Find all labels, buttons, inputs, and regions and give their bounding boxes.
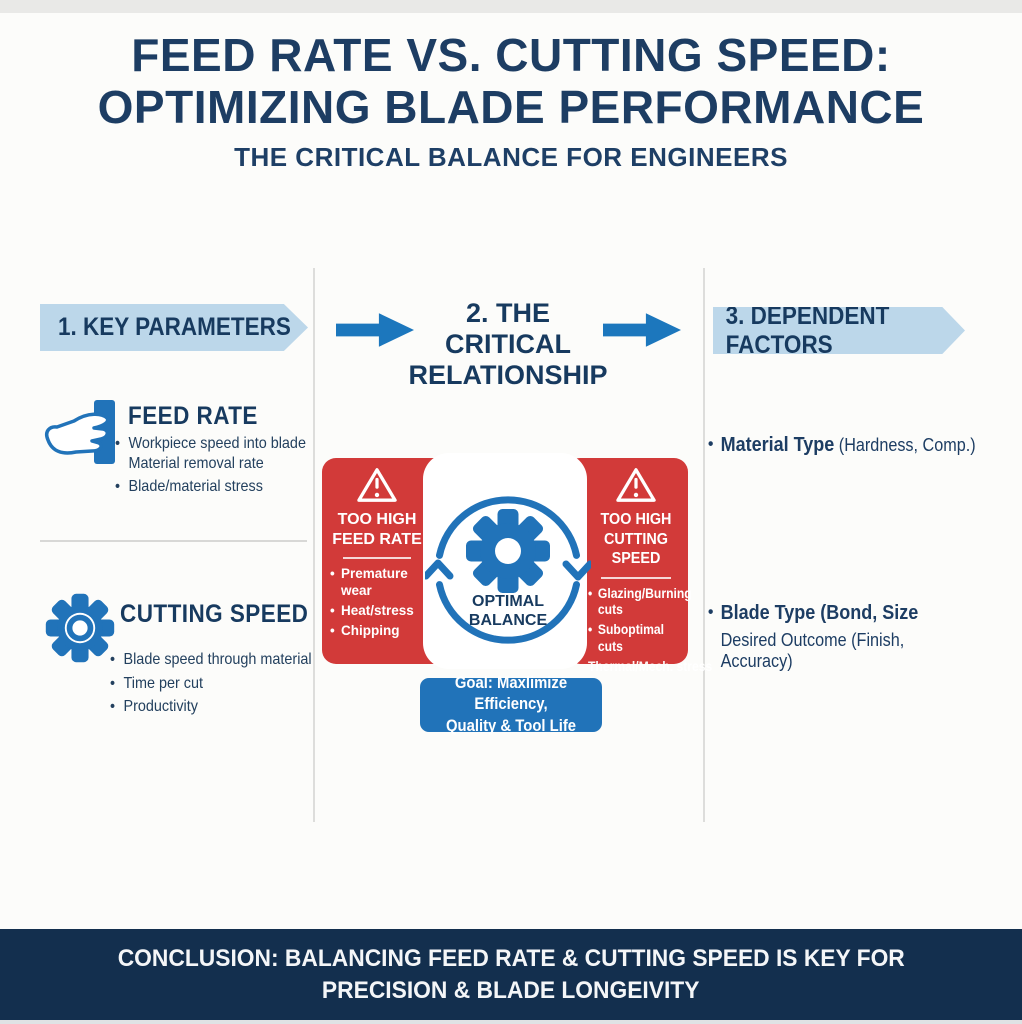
factor-title: Blade Type (Bond, Size bbox=[720, 602, 919, 624]
goal-label: Goal: Maxlimize Efficiency, Quality & To… bbox=[445, 673, 577, 735]
list-item: • Chipping bbox=[330, 622, 400, 638]
too-high-cutting-speed-heading: TOO HIGH CUTTING SPEED bbox=[600, 511, 672, 568]
feed-rate-heading: FEED RATE bbox=[128, 402, 258, 430]
list-item: • Heat/stress bbox=[330, 602, 414, 618]
page-title-line1: FEED RATE VS. CUTTING SPEED: bbox=[131, 29, 891, 81]
too-high-feed-rate-bullets: • Premature wear • Heat/stress • Chippin… bbox=[330, 566, 424, 643]
red-box-divider bbox=[601, 576, 671, 579]
optimal-balance-label: OPTIMAL BALANCE bbox=[468, 593, 548, 630]
section3-banner-label: 3. DEPENDENT FACTORS bbox=[725, 301, 890, 359]
bullet-marker: • bbox=[110, 674, 116, 692]
section1-banner-label: 1. KEY PARAMETERS bbox=[57, 313, 291, 341]
conclusion-bar: CONCLUSION: BALANCING FEED RATE & CUTTIN… bbox=[0, 929, 1022, 1020]
bullet-marker: • bbox=[588, 622, 593, 638]
right-arrow-icon bbox=[336, 313, 414, 347]
list-item: • Blade speed through material bbox=[110, 651, 312, 668]
bullet-marker: • bbox=[115, 478, 121, 496]
too-high-cutting-speed-bullets: • Glazing/Burning cuts • Suboptimal cuts… bbox=[588, 585, 713, 676]
page-title: FEED RATE VS. CUTTING SPEED: OPTIMIZING … bbox=[0, 29, 1022, 133]
section1-divider bbox=[40, 540, 307, 542]
goal-box: Goal: Maxlimize Efficiency, Quality & To… bbox=[420, 674, 602, 735]
warning-triangle-icon bbox=[357, 468, 397, 502]
column-divider-right bbox=[703, 268, 705, 822]
section3-banner: 3. DEPENDENT FACTORS bbox=[713, 307, 965, 354]
section2-banner-label: 2. THE CRITICAL RELATIONSHIP bbox=[408, 298, 608, 391]
list-item: • Suboptimal cuts bbox=[588, 622, 665, 655]
list-item: • Productivity bbox=[110, 698, 198, 716]
factor-blade-type: • Blade Type (Bond, Size Desired Outcome… bbox=[708, 602, 978, 672]
section1-banner: 1. KEY PARAMETERS bbox=[40, 304, 308, 351]
bullet-marker: • bbox=[330, 622, 335, 638]
bullet-marker: • bbox=[708, 434, 714, 453]
list-item: • Workpiece speed into blade Material re… bbox=[115, 435, 306, 472]
bullet-marker: • bbox=[330, 602, 335, 618]
too-high-feed-rate-heading: TOO HIGH FEED RATE bbox=[332, 511, 422, 548]
cutting-speed-heading: CUTTING SPEED bbox=[120, 600, 309, 628]
factor-material-type: • Material Type (Hardness, Comp.) bbox=[708, 434, 978, 457]
bullet-marker: • bbox=[708, 602, 714, 621]
list-item: • Blade/material stress bbox=[115, 478, 263, 496]
factor-title: Material Type bbox=[720, 434, 835, 456]
factor-detail: Desired Outcome (Finish, Accuracy) bbox=[720, 630, 905, 671]
conclusion-line1: CONCLUSION: BALANCING FEED RATE & CUTTIN… bbox=[117, 945, 905, 973]
bottom-border-strip bbox=[0, 1020, 1022, 1024]
circular-arrows-icon bbox=[422, 487, 594, 653]
red-box-footnote: Thermal/Mech. stress bbox=[588, 659, 713, 675]
right-arrow-icon bbox=[603, 313, 681, 347]
gear-icon bbox=[42, 590, 118, 666]
list-item: • Time per cut bbox=[110, 674, 203, 692]
list-item: • Glazing/Burning cuts bbox=[588, 585, 692, 618]
cutting-speed-bullets: • Blade speed through material • Time pe… bbox=[110, 650, 326, 721]
factor-detail: (Hardness, Comp.) bbox=[834, 435, 976, 455]
hand-feed-workpiece-icon bbox=[42, 398, 122, 468]
page-title-line2: OPTIMIZING BLADE PERFORMANCE bbox=[97, 80, 925, 133]
bullet-marker: • bbox=[330, 566, 335, 582]
red-box-divider bbox=[343, 557, 411, 560]
column-divider-left bbox=[313, 268, 315, 822]
bullet-marker: • bbox=[110, 698, 116, 716]
top-border-strip bbox=[0, 0, 1022, 13]
conclusion-line2: PRECISION & BLADE LONGEIVITY bbox=[322, 976, 700, 1004]
bullet-marker: • bbox=[588, 585, 593, 601]
feed-rate-bullets: • Workpiece speed into blade Material re… bbox=[115, 434, 322, 501]
warning-triangle-icon bbox=[616, 468, 656, 502]
gear-icon bbox=[462, 505, 554, 597]
bullet-marker: • bbox=[115, 435, 121, 452]
page-subtitle: THE CRITICAL BALANCE FOR ENGINEERS bbox=[234, 142, 788, 172]
bullet-marker: • bbox=[110, 651, 116, 668]
list-item: • Premature wear bbox=[330, 566, 408, 598]
